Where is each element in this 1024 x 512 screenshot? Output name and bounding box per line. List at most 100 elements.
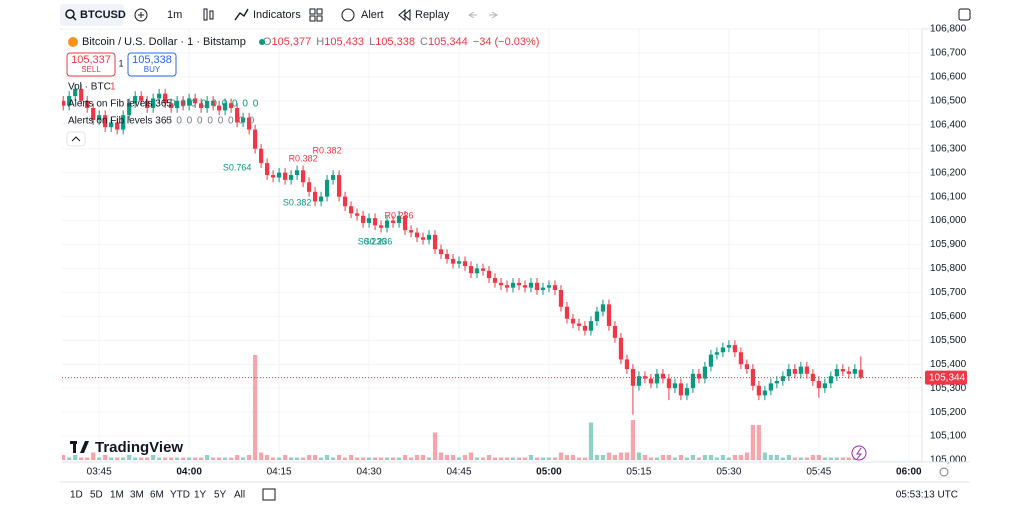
range-button[interactable]: 1D (70, 490, 83, 501)
interval[interactable]: 1m (167, 9, 182, 21)
sell-price: 105,337 (71, 54, 111, 66)
volume-bar (157, 457, 162, 460)
candle-body (468, 266, 474, 274)
candle-body (840, 369, 845, 372)
volume-bar (151, 455, 156, 460)
replay-icon (398, 8, 406, 22)
candle-body (498, 282, 504, 286)
volume-bar (540, 457, 546, 460)
volume-bar (271, 457, 276, 460)
range-button[interactable]: 3M (130, 490, 144, 501)
fullscreen[interactable] (958, 8, 971, 21)
settings-icon[interactable] (939, 467, 949, 477)
volume-bar (636, 452, 642, 460)
candle-body (157, 93, 162, 99)
candle-body (193, 98, 198, 104)
candle-body (253, 129, 258, 149)
range-button[interactable]: 1M (110, 490, 124, 501)
candle-body (277, 172, 282, 178)
fib-annotation: S0.236 (364, 236, 393, 246)
symbol-search[interactable] (60, 4, 124, 26)
chart-type[interactable] (203, 8, 208, 21)
candle-body (330, 175, 336, 180)
candle-body (342, 196, 348, 207)
x-tick-label: 04:00 (176, 467, 202, 478)
volume-bar (324, 455, 330, 460)
search-icon (65, 9, 75, 19)
volume-bar (438, 452, 444, 460)
indicator-label: Alerts on Fib levels 365 (68, 99, 172, 110)
y-tick-label: 105,300 (930, 383, 967, 394)
y-tick-label: 105,100 (930, 431, 967, 442)
y-tick-label: 105,700 (930, 287, 967, 298)
range-button[interactable]: 5D (90, 490, 103, 501)
volume-bar (306, 455, 312, 460)
y-tick-label: 105,000 (930, 455, 967, 466)
candle-body (798, 366, 803, 374)
add-symbol[interactable] (134, 8, 148, 22)
candle-body (678, 383, 684, 396)
undo[interactable] (468, 11, 477, 19)
volume-bar (372, 457, 378, 460)
candle-body (265, 163, 270, 176)
volume-bar (834, 457, 839, 460)
range-button[interactable]: 5Y (214, 490, 227, 501)
candle-body (378, 225, 384, 228)
layout-cell (309, 15, 316, 22)
replay-button[interactable]: Replay (415, 9, 450, 21)
candle-body (318, 196, 324, 202)
volume-bar (408, 457, 414, 460)
volume-bar (450, 455, 456, 460)
volume-bar (786, 455, 791, 460)
volume-bar (780, 457, 785, 460)
legend-o: O (263, 36, 272, 48)
volume-bar (774, 455, 779, 460)
legend-open: 105,377 (271, 36, 311, 48)
lightning-button[interactable] (851, 445, 867, 461)
sell-button[interactable] (66, 52, 116, 77)
candle-body (294, 170, 300, 176)
candle-body (792, 369, 797, 374)
x-tick-label: 04:15 (267, 467, 292, 478)
symbol[interactable]: BTCUSD (80, 9, 126, 21)
range-button[interactable]: 6M (150, 490, 164, 501)
volume-bar (432, 432, 438, 460)
range-button[interactable]: YTD (170, 490, 190, 501)
candle-body (97, 115, 102, 120)
volume-bar (115, 457, 120, 460)
logo-mark (73, 441, 76, 453)
candle-body (390, 220, 396, 223)
indicator-label: Vol · BTC (68, 82, 111, 93)
volume-bar (456, 457, 462, 460)
alert-button[interactable]: Alert (361, 9, 384, 21)
indicators-button[interactable]: Indicators (253, 9, 301, 21)
collapse-legend[interactable] (66, 131, 86, 147)
range-button[interactable]: 1Y (194, 490, 207, 501)
candle-body (79, 88, 84, 101)
date-range-icon[interactable] (262, 488, 276, 501)
fib-annotation: S0.764 (223, 162, 252, 172)
volume-bar (390, 457, 396, 460)
volume-bar (720, 455, 725, 460)
indicator-value: 0 0 0 0 0 0 0 0 0 (166, 116, 255, 127)
candle-body (504, 285, 510, 288)
candle-body (714, 352, 719, 355)
legend-h: H (316, 36, 324, 48)
buy-button[interactable] (127, 52, 177, 77)
volume-bar (235, 455, 240, 460)
volume-bar (504, 457, 510, 460)
candle-body (540, 287, 546, 290)
range-button[interactable]: All (234, 490, 245, 501)
layout-icon[interactable] (309, 8, 323, 22)
candle-body (708, 354, 713, 367)
candle-body (324, 179, 330, 197)
volume-bar (109, 457, 114, 460)
volume-bar (366, 457, 372, 460)
volume-bar (684, 457, 690, 460)
candle-body (271, 175, 276, 178)
candle-body (372, 218, 378, 226)
candle-body (145, 100, 150, 109)
redo[interactable] (489, 11, 498, 19)
candle-body (462, 261, 468, 267)
layout-cell (309, 8, 316, 15)
